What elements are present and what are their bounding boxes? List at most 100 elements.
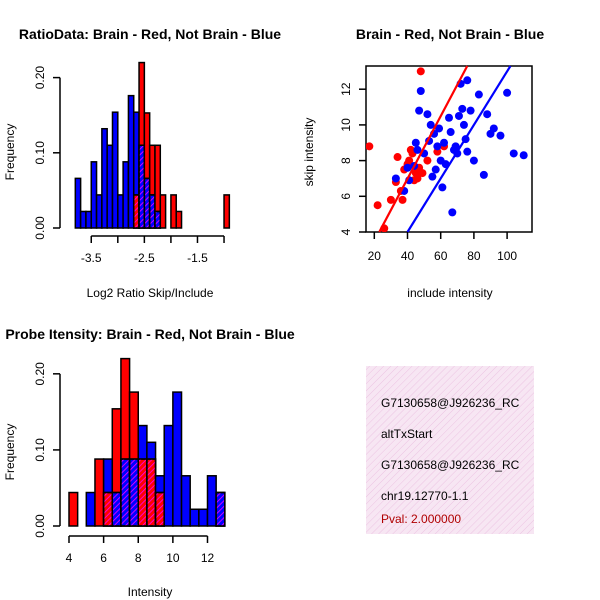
overlap-bar (132, 194, 140, 229)
intensity-histogram: Probe Itensity: Brain - Red, Not Brain -… (3, 326, 295, 599)
brain-bar (175, 210, 183, 229)
scatter-y-label: skip intensity (302, 118, 316, 187)
not-brain-bar (122, 161, 130, 229)
y-tick-label: 8 (339, 157, 353, 164)
overlap-bar (146, 458, 157, 527)
not-brain-point (435, 124, 444, 133)
x-tick-label: -1.5 (187, 251, 208, 265)
x-tick-label: -2.5 (134, 251, 155, 265)
not-brain-point (415, 106, 424, 115)
scatter-ticks: 20 40 60 80 100 4 6 8 10 12 (339, 82, 517, 263)
not-brain-point (489, 124, 498, 133)
not-brain-point (440, 138, 449, 147)
overlap-bar (148, 194, 156, 229)
not-brain-point (469, 156, 478, 165)
not-brain-bar (101, 127, 108, 229)
info-line-3: G7130658@J926236_RC (381, 458, 520, 472)
not-brain-point (454, 111, 463, 120)
not-brain-point (474, 90, 483, 99)
brain-point (418, 169, 427, 178)
brain-point (405, 156, 414, 165)
x-tick-label: -3.5 (81, 251, 102, 265)
brain-bar (223, 194, 231, 229)
overlap-bar (215, 491, 226, 527)
not-brain-bar (189, 508, 200, 527)
not-brain-point (483, 110, 492, 119)
info-box-background (366, 366, 534, 534)
intensity-histogram-title: Probe Itensity: Brain - Red, Not Brain -… (5, 326, 295, 342)
not-brain-bar (163, 424, 174, 527)
not-brain-bar (85, 491, 96, 527)
overlap-bar (120, 458, 131, 527)
not-brain-point (446, 128, 455, 137)
ratio-histogram-ticks: 0.00 0.10 0.20 -3.5 -2.5 -1.5 (33, 66, 225, 265)
not-brain-bar (198, 508, 209, 527)
x-tick-label: 8 (135, 551, 142, 565)
not-brain-bar (180, 475, 191, 527)
not-brain-point (428, 172, 437, 181)
x-tick-label: 6 (100, 551, 107, 565)
not-brain-bar (85, 210, 92, 229)
y-tick-label: 0.20 (33, 66, 47, 90)
not-brain-bar (90, 161, 98, 229)
not-brain-bar (206, 475, 217, 527)
brain-point (373, 201, 382, 210)
ratio-histogram-y-label: Frequency (3, 124, 17, 181)
not-brain-point (403, 163, 412, 172)
brain-point (386, 195, 395, 204)
not-brain-point (411, 138, 420, 147)
not-brain-point (448, 208, 457, 217)
brain-fit-line (378, 65, 469, 233)
brain-point (423, 156, 432, 165)
not-brain-point (503, 88, 512, 97)
y-tick-label: 4 (339, 228, 353, 235)
intensity-histogram-x-label: Intensity (128, 585, 173, 599)
info-line-4: chr19.12770-1.1 (381, 489, 469, 503)
brain-point (413, 174, 422, 183)
brain-point (398, 195, 407, 204)
brain-point (393, 153, 402, 162)
overlap-bar (102, 491, 114, 527)
scatter-plot-box (365, 65, 533, 233)
not-brain-bar (95, 194, 103, 229)
info-line-2: altTxStart (381, 427, 433, 441)
not-brain-point (496, 131, 505, 140)
x-tick-label: 60 (434, 249, 448, 263)
ratio-histogram-bars (74, 61, 231, 229)
x-tick-label: 40 (401, 249, 415, 263)
x-tick-label: 10 (166, 551, 180, 565)
y-tick-label: 10 (339, 118, 353, 132)
y-tick-label: 0.10 (33, 438, 47, 462)
not-brain-point (519, 151, 528, 160)
not-brain-point (463, 76, 472, 85)
intensity-histogram-ticks: 0.00 0.10 0.20 4 6 8 10 12 (33, 362, 214, 565)
not-brain-point (423, 110, 432, 119)
not-brain-bar (74, 177, 82, 229)
not-brain-point (391, 174, 400, 183)
y-tick-label: 0.00 (33, 514, 47, 538)
not-brain-bar (106, 144, 114, 229)
ratio-histogram: RatioData: Brain - Red, Not Brain - Blue… (3, 26, 281, 300)
not-brain-fit-line (406, 65, 512, 233)
y-tick-label: 0.10 (33, 141, 47, 165)
x-tick-label: 100 (497, 249, 517, 263)
not-brain-point (479, 170, 488, 179)
brain-bar (94, 458, 105, 527)
overlap-bar (128, 458, 139, 527)
not-brain-bar (117, 194, 124, 229)
x-tick-label: 4 (66, 551, 73, 565)
not-brain-point (445, 113, 453, 122)
y-tick-label: 0.00 (33, 216, 47, 240)
x-tick-label: 80 (467, 249, 481, 263)
y-tick-label: 0.20 (33, 362, 47, 386)
info-line-1: G7130658@J926236_RC (381, 396, 520, 410)
y-tick-label: 6 (339, 193, 353, 200)
overlap-bar (137, 458, 148, 527)
overlap-bar (138, 144, 146, 229)
not-brain-point (438, 183, 447, 192)
not-brain-bar (111, 111, 119, 229)
overlap-bar (154, 210, 162, 229)
not-brain-point (431, 165, 440, 174)
overlap-bar (143, 177, 151, 229)
overlap-bar (111, 491, 122, 527)
